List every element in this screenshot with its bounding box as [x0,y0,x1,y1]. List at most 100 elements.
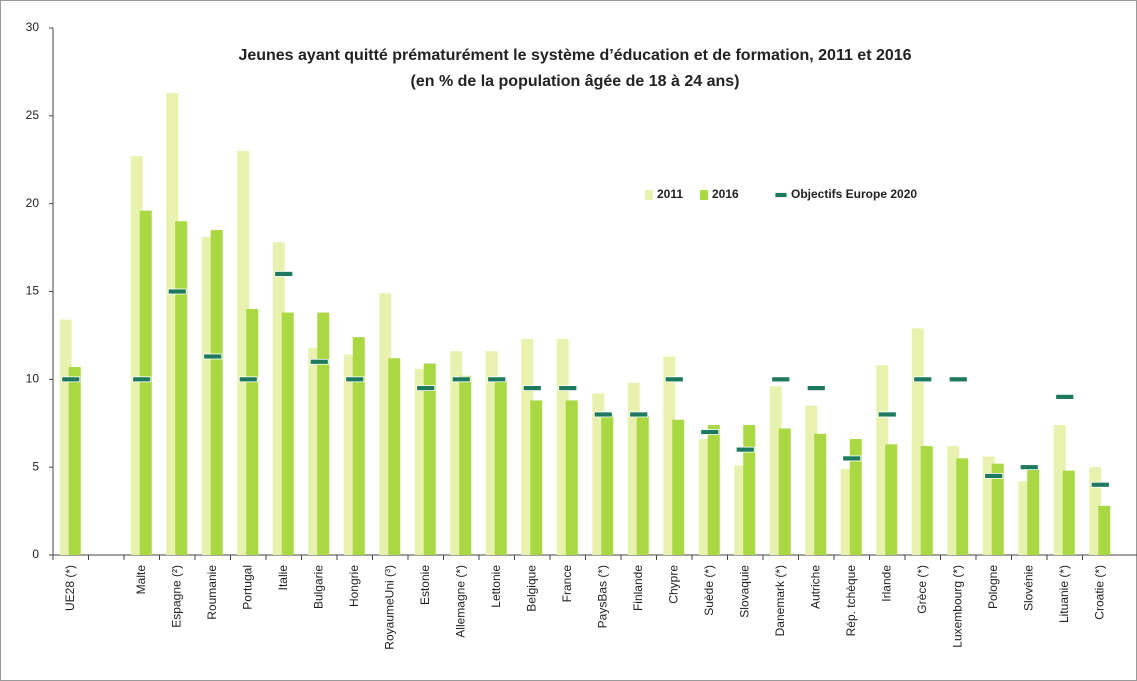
x-tick-label: Chypre [666,565,680,604]
target-marker [274,271,294,277]
target-marker [451,376,471,383]
chart-title: Jeunes ayant quitté prématurément le sys… [238,47,911,64]
bar [920,446,933,555]
x-tick-label: Lettonie [489,565,503,608]
x-tick-label: Roumanie [205,565,219,620]
bar [68,367,81,555]
target-marker [984,473,1004,479]
y-tick-label: 15 [26,284,40,298]
x-tick-label: Finlande [631,565,645,611]
target-marker [771,376,791,383]
target-marker [309,358,329,365]
target-marker [842,455,862,462]
target-marker [1055,393,1075,400]
bar [494,379,507,555]
bar [636,416,649,555]
target-marker [877,411,897,418]
target-marker [948,376,968,383]
bar [1027,468,1040,555]
x-tick-label: Slovénie [1021,565,1035,611]
bar [281,312,294,555]
target-marker [806,385,826,392]
x-tick-label: Slovaquie [737,565,751,618]
chart-subtitle: (en % de la population âgée de 18 à 24 a… [411,73,740,90]
y-tick-label: 0 [32,547,39,561]
x-tick-label: PaysBas (*) [595,565,609,628]
x-tick-label: Portugal [240,565,254,610]
target-marker [664,376,684,383]
bar [317,312,330,555]
x-tick-label: France [560,565,574,603]
bar [672,419,685,555]
legend-swatch [645,190,653,200]
target-marker [593,411,613,418]
target-marker [700,429,720,435]
y-tick-label: 20 [26,196,40,210]
target-marker [238,376,258,383]
target-marker [629,411,649,418]
x-tick-label: Allemagne (*) [453,565,467,638]
x-tick-label: Estonie [418,565,432,605]
x-tick-label: Pologne [986,565,1000,609]
bar [849,439,862,555]
bar [210,230,223,555]
target-marker [167,288,187,295]
target-marker [558,385,578,392]
target-marker [345,376,365,383]
bar [423,363,436,555]
bar [814,433,827,555]
bar [246,309,259,555]
x-tick-label: RoyaumeUni (³) [382,565,396,650]
bar [530,400,543,555]
bar [459,375,472,555]
bar [707,425,720,555]
target-marker [61,376,81,383]
bar [565,400,578,555]
legend-label: Objectifs Europe 2020 [791,187,917,201]
bar [743,425,756,555]
bar [778,428,791,555]
legend-swatch [700,190,708,200]
bar [885,444,898,555]
x-tick-label: Espagne (²) [169,565,183,628]
x-tick-label: UE28 (*) [63,565,77,611]
x-tick-label: Grèce (*) [915,565,929,614]
bar [956,458,969,555]
target-marker [203,353,223,360]
bar [1098,505,1111,555]
bar [388,358,401,555]
x-tick-label: Autriche [808,565,822,609]
x-tick-label: Danemark (*) [773,565,787,636]
x-tick-label: Suède (*) [702,565,716,616]
target-marker [913,376,933,383]
x-tick-label: Hongrie [347,565,361,607]
target-marker [416,385,436,392]
x-tick-label: Belgique [524,565,538,612]
bar [352,337,365,555]
x-tick-label: Irlande [879,565,893,602]
y-tick-label: 10 [26,372,40,386]
target-marker [487,376,507,383]
x-tick-label: Lituanie (*) [1057,565,1071,623]
target-marker [735,446,755,453]
target-marker [1090,481,1110,488]
x-tick-label: Rép. tchèque [844,565,858,637]
bar [175,221,188,555]
bar [1062,470,1075,555]
x-tick-label: Bulgarie [311,565,325,609]
bar [139,210,152,555]
x-tick-label: Croatie (*) [1092,565,1106,620]
x-tick-label: Malte [134,565,148,595]
bar [991,463,1004,555]
target-marker [1019,464,1039,471]
target-marker [132,376,152,383]
target-marker [522,385,542,392]
x-tick-label: Luxembourg (*) [950,565,964,648]
legend-swatch [774,192,788,198]
y-tick-label: 5 [32,459,39,473]
x-tick-label: Italie [276,565,290,591]
y-tick-label: 25 [26,108,40,122]
legend-label: 2011 [657,187,683,201]
y-tick-label: 30 [26,20,40,34]
